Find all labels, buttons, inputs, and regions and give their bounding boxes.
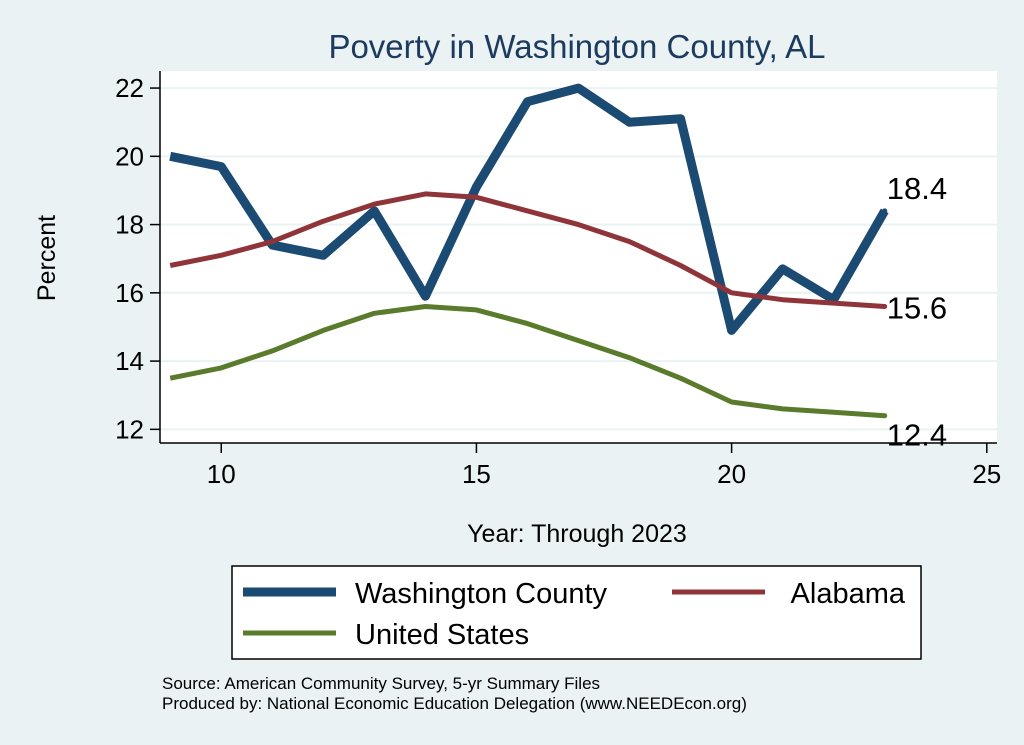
x-tick-label-10: 10 xyxy=(207,459,236,489)
series-end-point-united-states xyxy=(882,413,888,419)
axes: 12 14 16 18 20 22 10 15 20 25 xyxy=(115,71,1001,489)
x-axis-title: Year: Through 2023 xyxy=(467,520,687,548)
x-tick-label-15: 15 xyxy=(462,459,491,489)
series-end-point-alabama xyxy=(882,303,888,309)
series-line-united-states xyxy=(169,304,885,419)
legend: Washington County Alabama United States xyxy=(231,565,922,660)
x-tick-label-25: 25 xyxy=(972,459,1001,489)
plot-area xyxy=(160,71,997,443)
series-end-point-washington-county xyxy=(882,208,888,214)
end-label-washington-county: 18.4 xyxy=(887,171,947,206)
end-label-united-states: 12.4 xyxy=(887,418,947,453)
end-label-alabama: 15.6 xyxy=(887,290,947,325)
series-line-washington-county xyxy=(169,83,889,335)
y-tick-label-20: 20 xyxy=(115,141,144,171)
source-note: Source: American Community Survey, 5-yr … xyxy=(162,674,600,693)
y-tick-label-16: 16 xyxy=(115,278,144,308)
end-labels: 18.4 15.6 12.4 xyxy=(887,171,947,453)
legend-label-washington-county: Washington County xyxy=(355,578,608,610)
y-tick-label-22: 22 xyxy=(115,73,144,103)
y-tick-label-12: 12 xyxy=(115,414,144,444)
chart-title: Poverty in Washington County, AL xyxy=(328,28,825,65)
producer-note: Produced by: National Economic Education… xyxy=(162,694,747,713)
y-axis-title: Percent xyxy=(33,215,61,301)
y-tick-label-18: 18 xyxy=(115,210,144,240)
legend-box xyxy=(231,565,922,660)
series-line-alabama xyxy=(169,191,885,309)
legend-label-alabama: Alabama xyxy=(791,578,906,610)
legend-label-united-states: United States xyxy=(355,619,529,651)
series-lines xyxy=(169,83,889,419)
y-tick-label-14: 14 xyxy=(115,346,144,376)
x-tick-label-20: 20 xyxy=(717,459,746,489)
